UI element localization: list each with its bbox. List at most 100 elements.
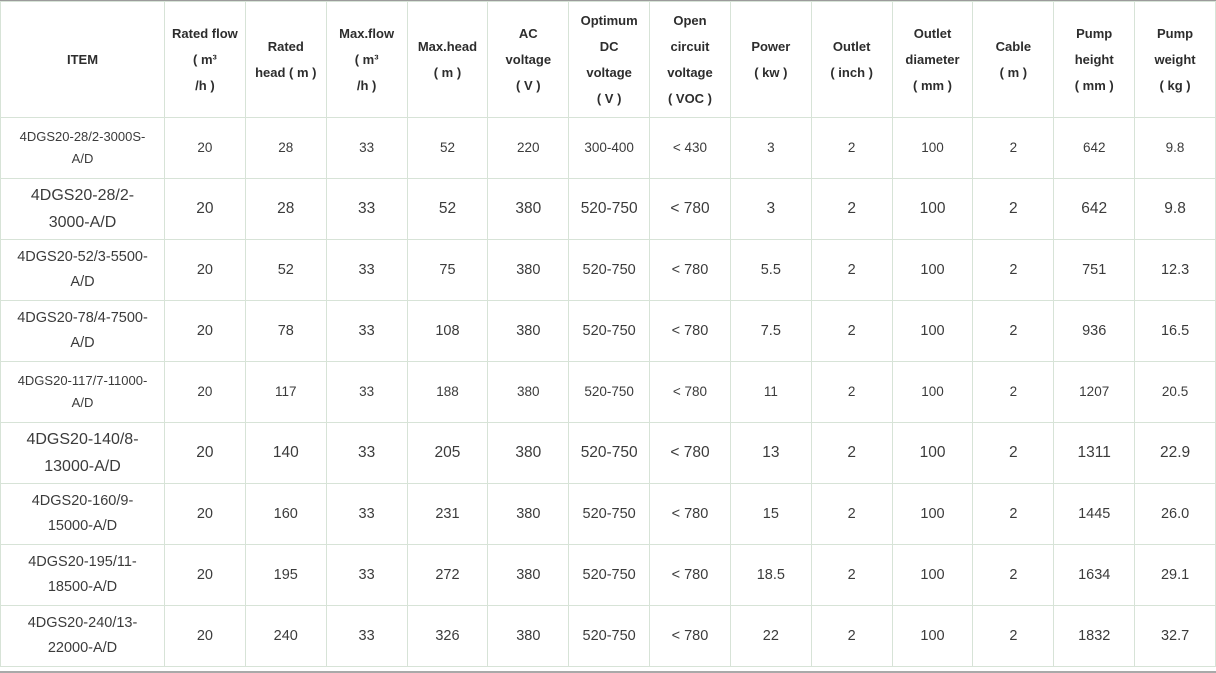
value-cell-outlet-diameter: 100 [891, 483, 974, 545]
value-cell-rated-flow: 20 [164, 422, 246, 484]
value-cell-power: 11 [729, 361, 812, 423]
value-cell-pump-weight: 20.5 [1134, 361, 1216, 423]
value-cell-rated-flow: 20 [164, 361, 246, 423]
value-cell-cable: 2 [972, 422, 1055, 484]
value-cell-max-head: 326 [406, 605, 489, 667]
value-cell-outlet: 2 [810, 544, 893, 606]
value-cell-optimum-dc-voltage: 520-750 [568, 361, 651, 423]
value-cell-pump-weight: 26.0 [1134, 483, 1216, 545]
value-cell-ac-voltage: 380 [487, 178, 570, 240]
spec-table-body: 4DGS20-28/2-3000S-A/D 20 28 33 52 220 300-400 <… [0, 117, 1216, 667]
table-row: 4DGS20-117/7-11000-A/D 20 117 33 188 380 520-7… [0, 361, 1216, 423]
column-header-item: ITEM [0, 1, 165, 118]
value-cell-max-flow: 33 [325, 361, 408, 423]
value-cell-open-circuit-voltage: < 780 [649, 361, 731, 423]
item-cell: 4DGS20-52/3-5500-A/D [0, 239, 165, 301]
value-cell-outlet-diameter: 100 [891, 422, 974, 484]
value-cell-outlet-diameter: 100 [891, 544, 974, 606]
value-cell-open-circuit-voltage: < 780 [649, 422, 731, 484]
value-cell-outlet-diameter: 100 [891, 300, 974, 362]
value-cell-optimum-dc-voltage: 520-750 [568, 483, 651, 545]
value-cell-outlet: 2 [810, 483, 893, 545]
value-cell-pump-weight: 16.5 [1134, 300, 1216, 362]
value-cell-pump-height: 1311 [1053, 422, 1136, 484]
item-cell: 4DGS20-28/2-3000S-A/D [0, 117, 165, 179]
value-cell-outlet: 2 [810, 239, 893, 301]
value-cell-optimum-dc-voltage: 520-750 [568, 544, 651, 606]
value-cell-max-flow: 33 [325, 422, 408, 484]
value-cell-max-flow: 33 [325, 483, 408, 545]
value-cell-open-circuit-voltage: < 780 [649, 544, 731, 606]
value-cell-pump-height: 1634 [1053, 544, 1136, 606]
column-header-cable: Cable ( m ) [972, 1, 1055, 118]
item-cell: 4DGS20-140/8-13000-A/D [0, 422, 165, 484]
value-cell-optimum-dc-voltage: 520-750 [568, 422, 651, 484]
column-header-rated-flow: Rated flow ( m³ /h ) [164, 1, 246, 118]
item-cell: 4DGS20-160/9-15000-A/D [0, 483, 165, 545]
value-cell-cable: 2 [972, 544, 1055, 606]
value-cell-ac-voltage: 380 [487, 483, 570, 545]
value-cell-pump-weight: 9.8 [1134, 178, 1216, 240]
value-cell-max-head: 272 [406, 544, 489, 606]
value-cell-max-head: 75 [406, 239, 489, 301]
value-cell-rated-flow: 20 [164, 178, 246, 240]
value-cell-rated-head: 160 [244, 483, 327, 545]
item-cell: 4DGS20-117/7-11000-A/D [0, 361, 165, 423]
value-cell-cable: 2 [972, 178, 1055, 240]
value-cell-ac-voltage: 380 [487, 422, 570, 484]
value-cell-cable: 2 [972, 117, 1055, 179]
value-cell-rated-flow: 20 [164, 239, 246, 301]
value-cell-outlet: 2 [810, 300, 893, 362]
value-cell-ac-voltage: 380 [487, 361, 570, 423]
value-cell-rated-head: 240 [244, 605, 327, 667]
value-cell-pump-weight: 32.7 [1134, 605, 1216, 667]
value-cell-open-circuit-voltage: < 780 [649, 300, 731, 362]
value-cell-max-head: 188 [406, 361, 489, 423]
value-cell-open-circuit-voltage: < 780 [649, 239, 731, 301]
value-cell-max-head: 231 [406, 483, 489, 545]
column-header-power: Power ( kw ) [729, 1, 812, 118]
column-header-outlet: Outlet ( inch ) [810, 1, 893, 118]
value-cell-max-flow: 33 [325, 178, 408, 240]
value-cell-rated-flow: 20 [164, 300, 246, 362]
value-cell-pump-weight: 29.1 [1134, 544, 1216, 606]
value-cell-outlet: 2 [810, 361, 893, 423]
table-row: 4DGS20-140/8-13000-A/D 20 140 33 205 380 520-7… [0, 422, 1216, 484]
value-cell-ac-voltage: 380 [487, 605, 570, 667]
value-cell-power: 3 [729, 178, 812, 240]
value-cell-open-circuit-voltage: < 430 [649, 117, 731, 179]
value-cell-optimum-dc-voltage: 520-750 [568, 239, 651, 301]
value-cell-power: 3 [729, 117, 812, 179]
item-cell: 4DGS20-195/11-18500-A/D [0, 544, 165, 606]
value-cell-outlet: 2 [810, 117, 893, 179]
value-cell-max-flow: 33 [325, 605, 408, 667]
value-cell-outlet: 2 [810, 422, 893, 484]
value-cell-max-head: 52 [406, 178, 489, 240]
table-row: 4DGS20-28/2-3000-A/D 20 28 33 52 380 520-750 < … [0, 178, 1216, 240]
item-cell: 4DGS20-240/13-22000-A/D [0, 605, 165, 667]
value-cell-cable: 2 [972, 361, 1055, 423]
value-cell-cable: 2 [972, 239, 1055, 301]
value-cell-open-circuit-voltage: < 780 [649, 178, 731, 240]
value-cell-outlet-diameter: 100 [891, 361, 974, 423]
value-cell-rated-flow: 20 [164, 117, 246, 179]
value-cell-power: 22 [729, 605, 812, 667]
spec-table-header: ITEM Rated flow ( m³ /h ) Rated head ( m )… [0, 1, 1216, 118]
value-cell-max-flow: 33 [325, 544, 408, 606]
value-cell-pump-height: 751 [1053, 239, 1136, 301]
value-cell-rated-head: 28 [244, 178, 327, 240]
value-cell-pump-height: 936 [1053, 300, 1136, 362]
table-row: 4DGS20-195/11-18500-A/D 20 195 33 272 380 520-… [0, 544, 1216, 606]
column-header-pump-height: Pump height ( mm ) [1053, 1, 1136, 118]
value-cell-max-head: 205 [406, 422, 489, 484]
column-header-outlet-diameter: Outlet diameter ( mm ) [891, 1, 974, 118]
table-row: 4DGS20-28/2-3000S-A/D 20 28 33 52 220 300-400 <… [0, 117, 1216, 179]
value-cell-pump-height: 642 [1053, 178, 1136, 240]
bottom-divider [0, 671, 1216, 673]
value-cell-ac-voltage: 380 [487, 239, 570, 301]
value-cell-rated-head: 78 [244, 300, 327, 362]
column-header-ac-voltage: AC voltage ( V ) [487, 1, 570, 118]
value-cell-rated-head: 195 [244, 544, 327, 606]
